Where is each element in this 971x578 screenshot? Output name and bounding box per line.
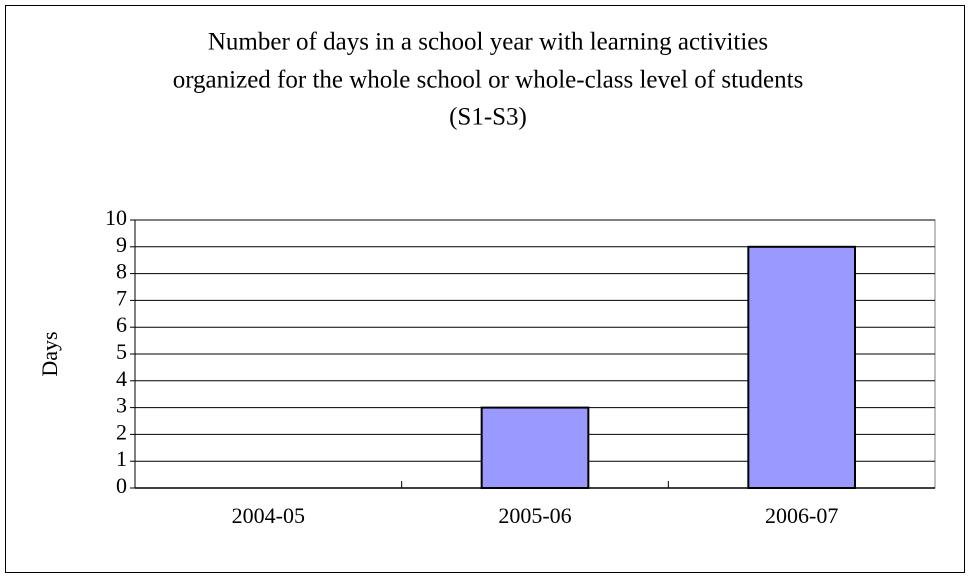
y-tick-label: 1 bbox=[116, 446, 127, 471]
x-tick-label: 2004-05 bbox=[232, 503, 305, 528]
y-tick-label: 0 bbox=[116, 473, 127, 498]
x-tick-label: 2005-06 bbox=[498, 503, 571, 528]
bar bbox=[480, 406, 590, 490]
chart-title: (S1-S3) bbox=[449, 104, 527, 131]
y-tick-label: 7 bbox=[116, 285, 127, 310]
x-tick-label: 2006-07 bbox=[765, 503, 838, 528]
chart-title: organized for the whole school or whole-… bbox=[173, 67, 804, 94]
y-tick-label: 6 bbox=[116, 312, 127, 337]
bar bbox=[747, 245, 856, 489]
y-tick-label: 5 bbox=[116, 339, 127, 364]
y-tick-label: 4 bbox=[116, 366, 127, 391]
y-tick-label: 2 bbox=[116, 419, 127, 444]
y-tick-label: 8 bbox=[116, 259, 127, 284]
y-axis-label: Days bbox=[37, 331, 62, 376]
y-tick-label: 9 bbox=[116, 232, 127, 257]
y-tick-label: 3 bbox=[116, 393, 127, 418]
y-tick-label: 10 bbox=[105, 205, 127, 230]
chart-title: Number of days in a school year with lea… bbox=[208, 29, 768, 56]
